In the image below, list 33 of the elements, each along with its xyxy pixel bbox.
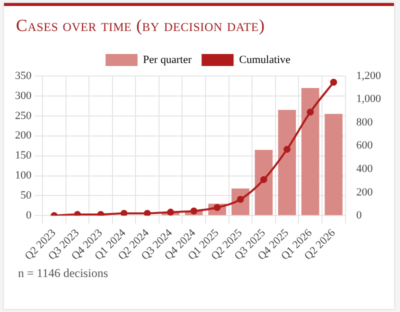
point [120,210,128,216]
point [306,108,314,116]
y2-tick-label: 1,000 [356,93,382,106]
y2-tick-label: 200 [356,186,374,198]
text: n = 1146 decisions [18,266,108,281]
point [284,146,291,153]
y2-tick-label: 0 [356,210,362,222]
point [190,208,198,215]
bar [278,110,296,216]
y-tick-label: 350 [15,70,32,82]
y-tick-label: 250 [15,110,32,122]
y-tick-label: 300 [15,90,32,102]
y2-tick-label: 400 [356,162,374,175]
y2-tick-label: 800 [356,116,374,128]
legend-label: Per quarter [143,54,192,66]
point [330,78,338,86]
point [97,210,104,216]
y-tick-label: 200 [15,130,32,142]
chart-title: Cases over time (by decision date) [16,16,265,36]
point [260,176,268,184]
bar [324,114,343,216]
y2-tick-label: 1,200 [356,70,382,82]
y2-tick-label: 600 [356,140,374,152]
y-tick-label: 0 [26,210,32,222]
y-tick-label: 50 [20,190,32,202]
point [144,210,151,216]
y-tick-label: 100 [15,170,32,182]
point [167,208,174,216]
point [74,210,81,216]
y-tick-label: 150 [15,150,32,162]
bar [301,88,320,216]
bar [254,150,273,216]
legend-label: Cumulative [239,54,291,66]
